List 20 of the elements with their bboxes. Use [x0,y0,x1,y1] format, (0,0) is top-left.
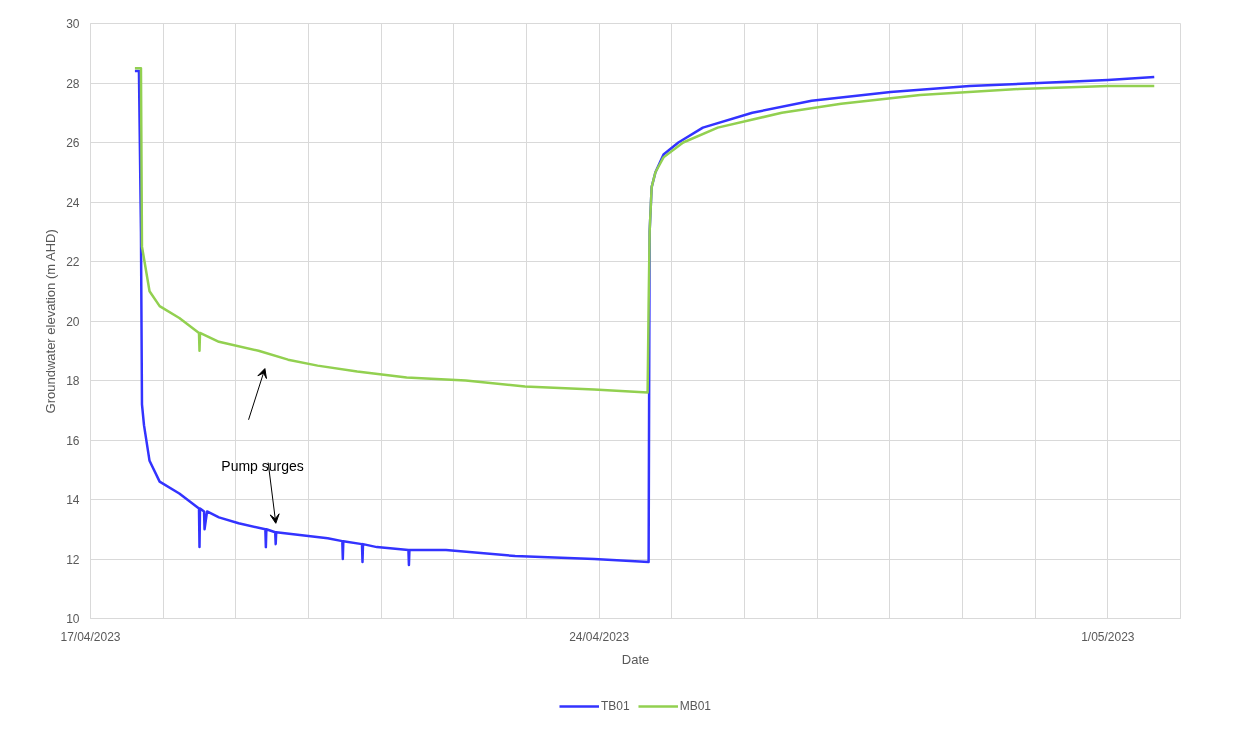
line-series [133,66,1156,394]
y-tick-label: 16 [66,433,80,448]
legend-label: MB01 [679,699,712,713]
y-tick-label: 26 [66,136,80,150]
x-tick-label: 24/04/2023 [569,629,630,644]
y-tick-label: 20 [66,314,80,329]
y-tick-label: 18 [66,374,80,388]
y-tick-label: 28 [66,76,80,91]
y-axis-title: Groundwater elevation (m AHD) [43,229,59,414]
annotation: Pump surges [221,457,304,474]
y-tick-label: 10 [66,612,80,626]
x-tick-label: 1/05/2023 [1081,629,1135,644]
y-tick-label: 22 [66,255,80,269]
y-tick-label: 12 [66,552,80,567]
y-tick-label: 24 [66,195,80,210]
x-tick-label: 17/04/2023 [60,629,121,644]
legend-label: TB01 [600,699,630,713]
x-axis-title: Date [621,651,650,667]
y-tick-label: 14 [66,493,80,507]
y-tick-label: 30 [66,17,80,31]
